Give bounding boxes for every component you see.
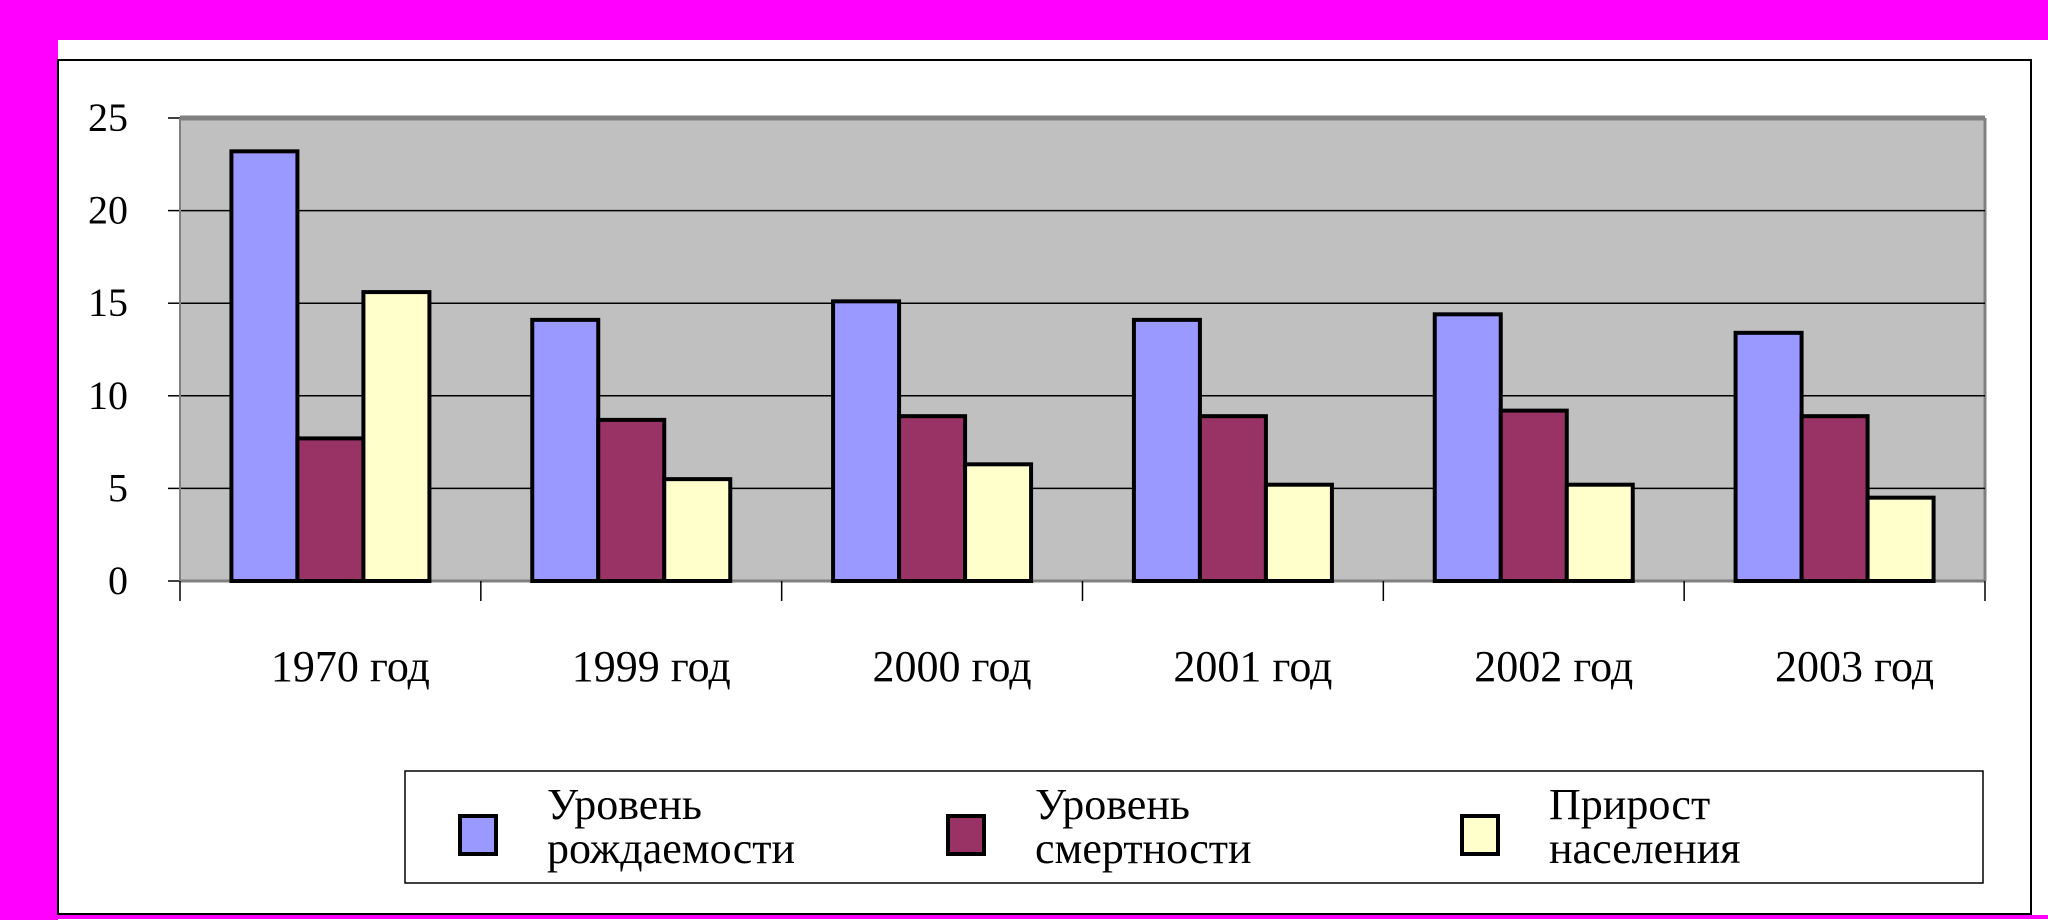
bar — [831, 299, 902, 583]
bar — [1733, 330, 1804, 583]
x-tick-label: 1970 год — [271, 642, 430, 691]
bar — [897, 414, 968, 583]
legend-label: рождаемости — [547, 824, 795, 873]
bar — [295, 436, 366, 583]
legend-label: смертности — [1035, 824, 1252, 873]
bar — [361, 290, 432, 583]
plot-background — [180, 118, 1985, 581]
legend-swatch — [946, 814, 986, 856]
y-tick-label: 15 — [88, 280, 128, 325]
x-tick-label: 2001 год — [1173, 642, 1332, 691]
x-tick-label: 1999 год — [572, 642, 731, 691]
legend-swatch — [1460, 814, 1500, 856]
y-tick-label: 5 — [108, 465, 128, 510]
left-magenta-band — [0, 40, 58, 920]
bar — [1564, 482, 1635, 584]
bar — [1799, 414, 1870, 583]
bar — [1197, 414, 1268, 583]
top-magenta-band — [0, 0, 2048, 40]
legend: УровеньрождаемостиУровеньсмертностиПриро… — [404, 770, 1984, 884]
legend-label: Прирост — [1549, 780, 1710, 829]
x-tick-label: 2003 год — [1775, 642, 1934, 691]
y-tick-label: 20 — [88, 188, 128, 233]
bar — [530, 317, 601, 583]
legend-label: Уровень — [1035, 780, 1190, 829]
y-tick-label: 0 — [108, 558, 128, 603]
bar — [662, 477, 733, 584]
bar — [596, 417, 667, 583]
legend-label: населения — [1549, 824, 1741, 873]
bar — [1432, 312, 1503, 583]
plot-area: 0 5 10 15 20 25 1970 год 1999 год 2000 год 2001 г… — [88, 95, 1987, 691]
bar — [963, 462, 1034, 584]
legend-label: Уровень — [547, 780, 702, 829]
legend-box — [404, 770, 1984, 884]
bar — [1865, 495, 1936, 583]
y-tick-label: 25 — [88, 95, 128, 140]
bar — [1131, 317, 1202, 583]
x-tick-label: 2000 год — [873, 642, 1032, 691]
bar — [1263, 482, 1334, 584]
bar — [229, 149, 300, 583]
legend-swatch — [458, 814, 498, 856]
x-tick-label: 2002 год — [1474, 642, 1633, 691]
bar — [1498, 408, 1569, 583]
y-tick-label: 10 — [88, 373, 128, 418]
